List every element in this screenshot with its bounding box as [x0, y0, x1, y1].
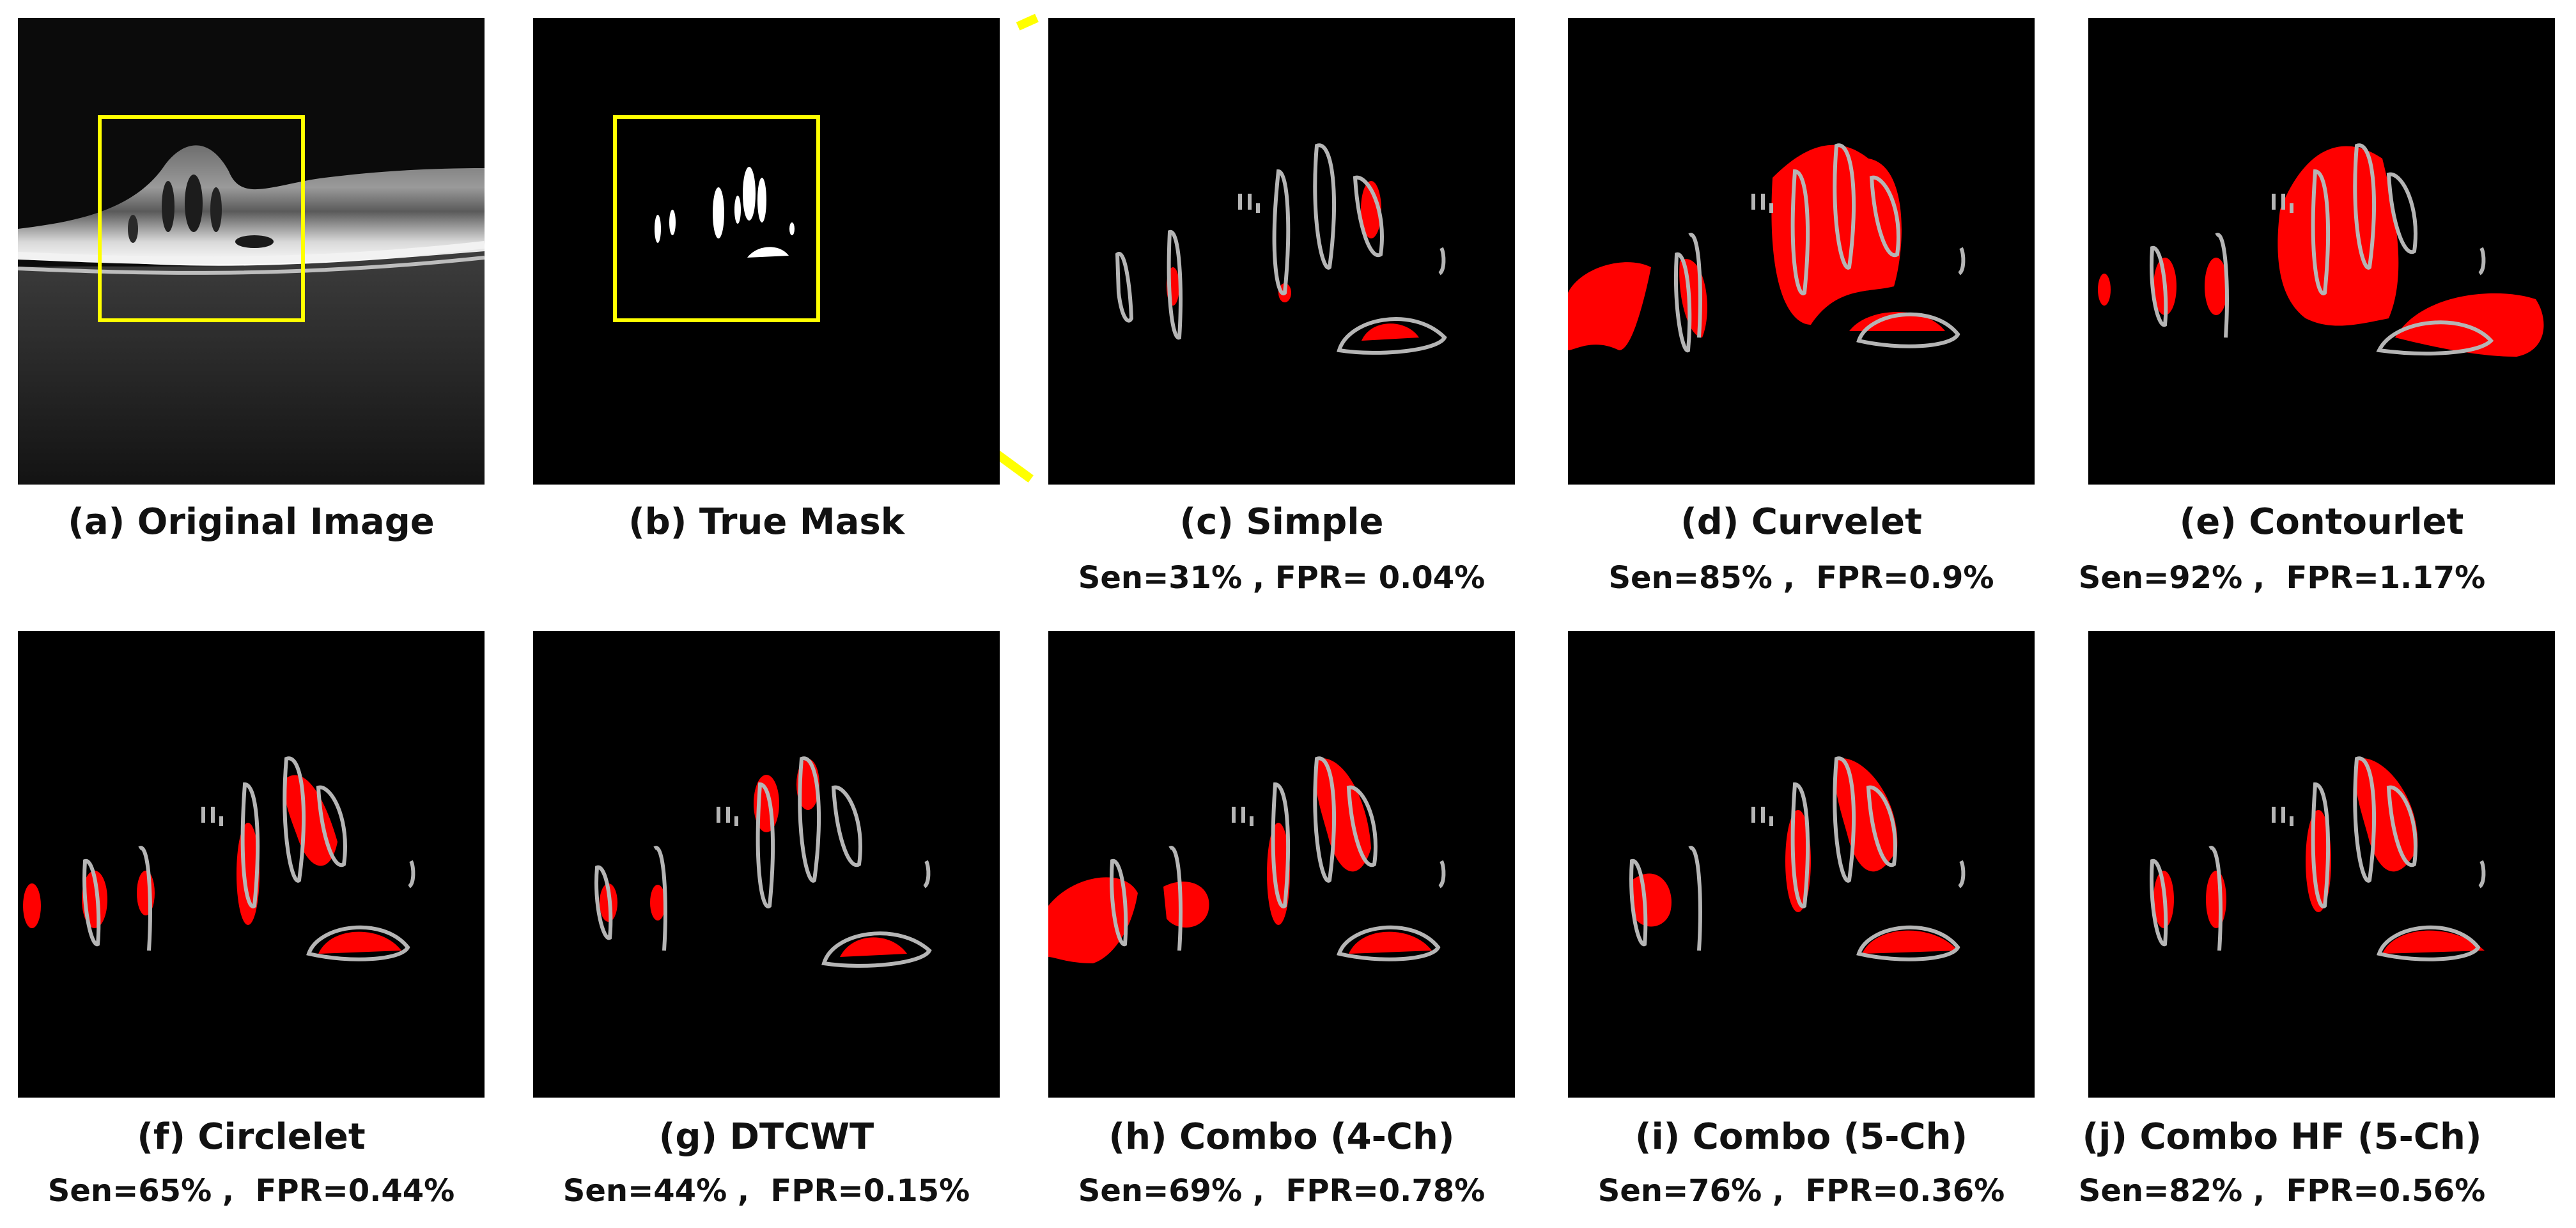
segmentation-combo-4ch — [1048, 631, 1515, 1098]
true-mask-image — [533, 18, 1000, 485]
caption-contourlet: (e) Contourlet — [2179, 501, 2464, 543]
original-oct-image — [18, 18, 485, 485]
caption-circlelet: (f) Circlelet — [137, 1116, 366, 1158]
caption-dtcwt: (g) DTCWT — [658, 1116, 874, 1158]
caption-curvelet: (d) Curvelet — [1680, 501, 1922, 543]
segmentation-dtcwt — [533, 631, 1000, 1098]
metric-curvelet: Sen=85% , FPR=0.9% — [1608, 560, 1994, 596]
metric-combo-hf-5ch: Sen=82% , FPR=0.56% — [2078, 1173, 2486, 1209]
caption-original-image: (a) Original Image — [68, 501, 435, 543]
caption-simple: (c) Simple — [1179, 501, 1384, 543]
segmentation-combo-5ch — [1568, 631, 2035, 1098]
segmentation-circlelet — [18, 631, 485, 1098]
metric-combo-4ch: Sen=69% , FPR=0.78% — [1078, 1173, 1486, 1209]
caption-combo-5ch: (i) Combo (5-Ch) — [1634, 1116, 1968, 1158]
segmentation-contourlet — [2088, 18, 2555, 485]
segmentation-simple — [1048, 18, 1515, 485]
caption-true-mask: (b) True Mask — [628, 501, 904, 543]
metric-simple: Sen=31% , FPR= 0.04% — [1078, 560, 1486, 596]
metric-combo-5ch: Sen=76% , FPR=0.36% — [1597, 1173, 2005, 1209]
caption-combo-hf-5ch: (j) Combo HF (5-Ch) — [2082, 1116, 2482, 1158]
caption-combo-4ch: (h) Combo (4-Ch) — [1108, 1116, 1455, 1158]
metric-dtcwt: Sen=44% , FPR=0.15% — [563, 1173, 970, 1209]
metric-contourlet: Sen=92% , FPR=1.17% — [2078, 560, 2486, 596]
segmentation-curvelet — [1568, 18, 2035, 485]
segmentation-combo-hf-5ch — [2088, 631, 2555, 1098]
metric-circlelet: Sen=65% , FPR=0.44% — [47, 1173, 455, 1209]
